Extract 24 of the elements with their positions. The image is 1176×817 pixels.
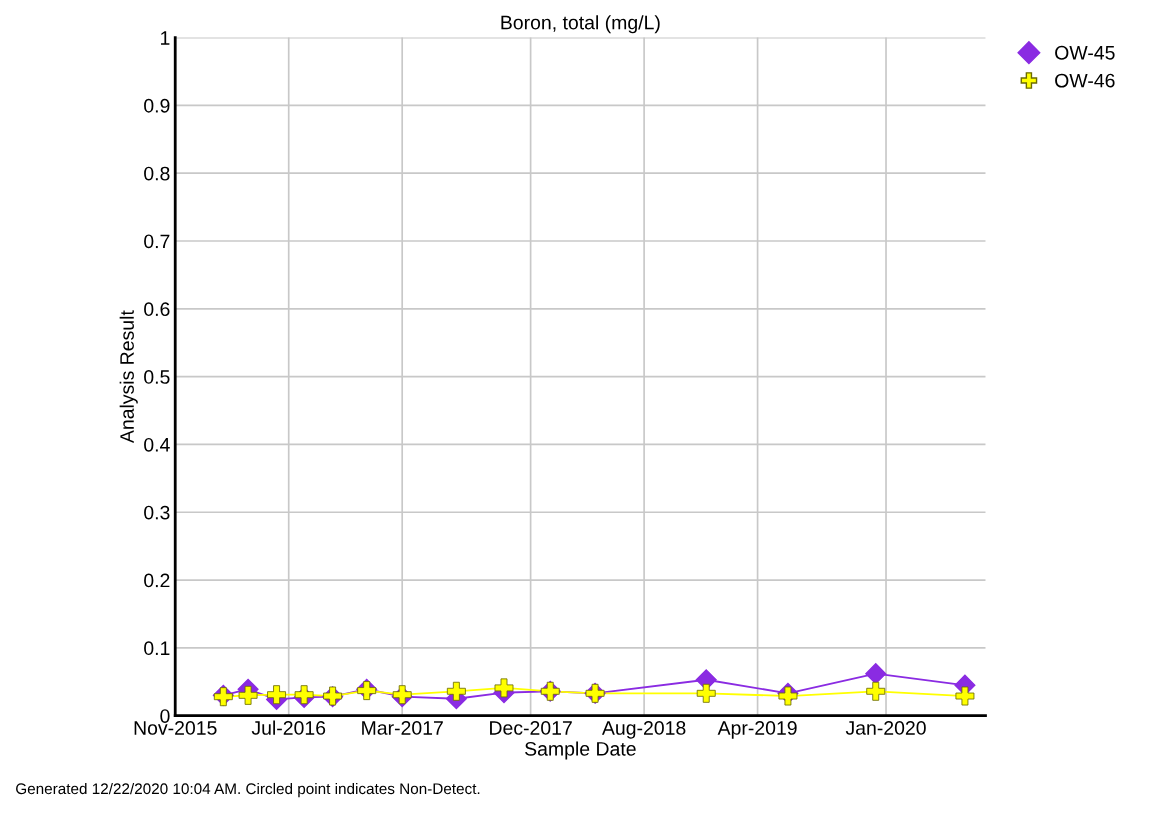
y-axis-title: Analysis Result <box>119 310 138 444</box>
y-tick-label: 0.5 <box>144 370 170 384</box>
y-tick-label: 0.9 <box>144 98 170 113</box>
y-tick-label: 0 <box>160 709 170 723</box>
x-tick-label: Mar-2017 <box>362 721 443 735</box>
text: Generated 12/22/2020 10:04 AM. Circled point indicates Non-Detect. <box>16 782 480 798</box>
y-tick-label: 0.4 <box>144 437 170 452</box>
y-tick-label: 0.7 <box>144 234 170 249</box>
x-tick-label: Aug-2018 <box>601 721 686 739</box>
x-tick-label: Jan-2020 <box>845 721 926 735</box>
legend-label: OW-45 <box>1055 45 1115 60</box>
x-tick-label: Nov-2015 <box>134 721 217 735</box>
legend-label: OW-46 <box>1055 73 1115 88</box>
y-tick-label: 0.2 <box>144 573 170 588</box>
y-tick-label: 0.6 <box>144 302 170 317</box>
x-tick-label: Dec-2017 <box>490 721 572 735</box>
y-tick-label: 1 <box>161 31 170 45</box>
y-tick-label: 0.3 <box>144 505 170 520</box>
x-tick-label: Apr-2019 <box>717 721 797 739</box>
x-axis-title: Sample Date <box>525 741 636 760</box>
y-tick-label: 0.1 <box>144 641 170 656</box>
x-tick-label: Jul-2016 <box>251 720 326 735</box>
y-tick-label: 0.8 <box>144 166 170 181</box>
chart-title: Boron, total (mg/L) <box>501 15 660 34</box>
